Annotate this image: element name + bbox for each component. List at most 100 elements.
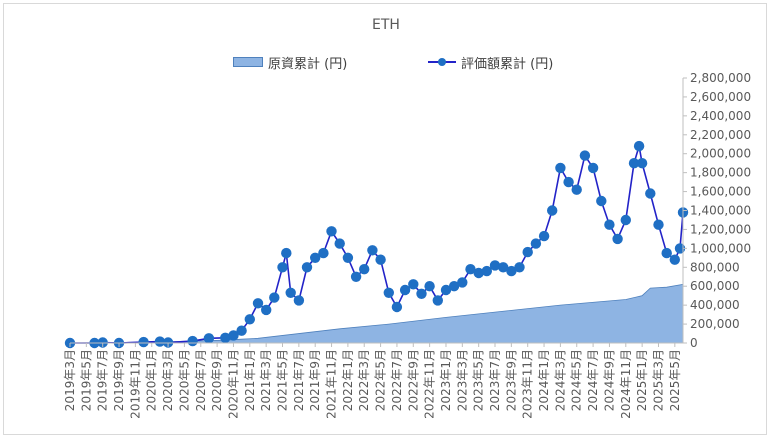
chart-legend: 原資累計 (円) 評価額累計 (円) <box>0 52 772 72</box>
data-point-7 <box>187 335 198 347</box>
x-tick-label-34: 2024年11月 <box>619 349 633 419</box>
x-tick-label-36: 2025年3月 <box>652 349 666 411</box>
x-tick-label-0: 2019年3月 <box>63 349 77 411</box>
x-tick-label-20: 2022年7月 <box>390 349 404 411</box>
data-point-10 <box>228 330 239 341</box>
legend-swatch-line <box>428 57 456 67</box>
x-tick-label-8: 2020年7月 <box>194 349 208 411</box>
y-tick-label-0: 0 <box>690 336 698 350</box>
x-tick-label-19: 2022年5月 <box>374 349 388 411</box>
data-point-61 <box>633 140 645 152</box>
data-point-4 <box>138 336 149 348</box>
x-tick-label-6: 2020年3月 <box>161 349 175 411</box>
y-tick-label-9: 1,800,000 <box>690 166 751 180</box>
data-point-48 <box>530 238 542 249</box>
x-tick-label-26: 2023年7月 <box>488 349 502 411</box>
data-point-39 <box>457 277 468 288</box>
data-point-33 <box>408 279 419 290</box>
y-tick-label-11: 2,200,000 <box>690 128 751 142</box>
y-tick-label-12: 2,400,000 <box>690 109 751 123</box>
data-point-49 <box>538 230 550 242</box>
data-point-21 <box>310 252 321 263</box>
x-tick-label-18: 2022年3月 <box>357 349 371 411</box>
data-point-9 <box>220 332 231 343</box>
data-point-32 <box>399 284 411 296</box>
y-tick-label-6: 1,200,000 <box>690 222 751 236</box>
y-tick-label-4: 800,000 <box>690 260 740 274</box>
y-tick-label-2: 400,000 <box>690 298 740 312</box>
x-tick-label-15: 2021年9月 <box>308 349 322 411</box>
data-point-30 <box>383 287 394 298</box>
data-point-12 <box>244 314 255 325</box>
data-point-22 <box>318 247 329 259</box>
data-point-20 <box>301 262 313 273</box>
data-point-8 <box>203 333 215 344</box>
legend-item-value: 評価額累計 (円) <box>428 52 553 72</box>
y-tick-label-5: 1,000,000 <box>690 241 751 255</box>
data-point-24 <box>334 238 345 249</box>
x-tick-label-7: 2020年5月 <box>177 349 191 411</box>
x-tick-label-23: 2023年1月 <box>439 349 453 411</box>
data-point-52 <box>563 176 574 188</box>
data-point-45 <box>506 265 517 277</box>
data-point-36 <box>432 295 443 306</box>
data-point-38 <box>448 281 460 292</box>
data-point-58 <box>612 233 623 245</box>
data-point-41 <box>473 267 484 279</box>
data-point-18 <box>285 287 296 298</box>
data-point-50 <box>547 205 558 216</box>
data-point-60 <box>628 158 640 169</box>
data-point-51 <box>555 162 566 174</box>
x-tick-label-2: 2019年7月 <box>96 349 110 411</box>
data-point-54 <box>579 150 591 161</box>
x-tick-label-21: 2022年9月 <box>406 349 420 411</box>
data-point-59 <box>620 214 631 226</box>
x-tick-label-3: 2019年9月 <box>112 349 126 411</box>
data-point-28 <box>367 245 378 256</box>
data-point-29 <box>375 254 386 265</box>
data-point-42 <box>481 265 492 277</box>
data-point-31 <box>391 301 403 313</box>
data-point-15 <box>269 292 280 303</box>
data-point-63 <box>645 188 656 199</box>
data-point-25 <box>342 252 354 263</box>
data-point-46 <box>514 262 525 273</box>
legend-item-cost: 原資累計 (円) <box>233 52 347 72</box>
data-point-5 <box>154 336 166 347</box>
x-tick-label-24: 2023年3月 <box>455 349 469 411</box>
y-tick-label-14: 2,800,000 <box>690 71 751 85</box>
x-tick-label-10: 2020年11月 <box>227 349 241 419</box>
data-point-66 <box>669 254 680 265</box>
x-tick-label-4: 2019年11月 <box>128 349 142 419</box>
x-tick-label-12: 2021年3月 <box>259 349 273 411</box>
chart-frame <box>3 3 767 435</box>
x-tick-label-32: 2024年7月 <box>586 349 600 411</box>
x-tick-label-31: 2024年5月 <box>570 349 584 411</box>
data-point-27 <box>359 264 370 275</box>
data-point-13 <box>252 298 264 309</box>
data-point-17 <box>281 247 292 259</box>
y-tick-label-8: 1,600,000 <box>690 185 751 199</box>
data-point-35 <box>424 281 435 292</box>
y-tick-label-13: 2,600,000 <box>690 90 751 104</box>
x-tick-label-25: 2023年5月 <box>472 349 486 411</box>
data-point-57 <box>604 219 615 230</box>
x-tick-label-1: 2019年5月 <box>79 349 93 411</box>
x-tick-label-33: 2024年9月 <box>602 349 616 411</box>
x-tick-label-11: 2021年1月 <box>243 349 257 411</box>
y-tick-label-10: 2,000,000 <box>690 147 751 161</box>
x-tick-label-17: 2022年1月 <box>341 349 355 411</box>
y-tick-label-3: 600,000 <box>690 279 740 293</box>
legend-label-cost: 原資累計 (円) <box>268 56 348 72</box>
data-point-64 <box>653 219 664 230</box>
chart-title: ETH <box>372 17 400 33</box>
x-tick-label-35: 2025年1月 <box>635 349 649 411</box>
data-point-16 <box>277 262 288 273</box>
x-tick-label-37: 2025年5月 <box>668 349 682 411</box>
data-point-37 <box>440 284 452 296</box>
legend-swatch-area <box>233 57 263 67</box>
x-tick-label-22: 2022年11月 <box>423 349 437 419</box>
data-point-55 <box>587 162 599 174</box>
data-point-44 <box>498 262 509 273</box>
